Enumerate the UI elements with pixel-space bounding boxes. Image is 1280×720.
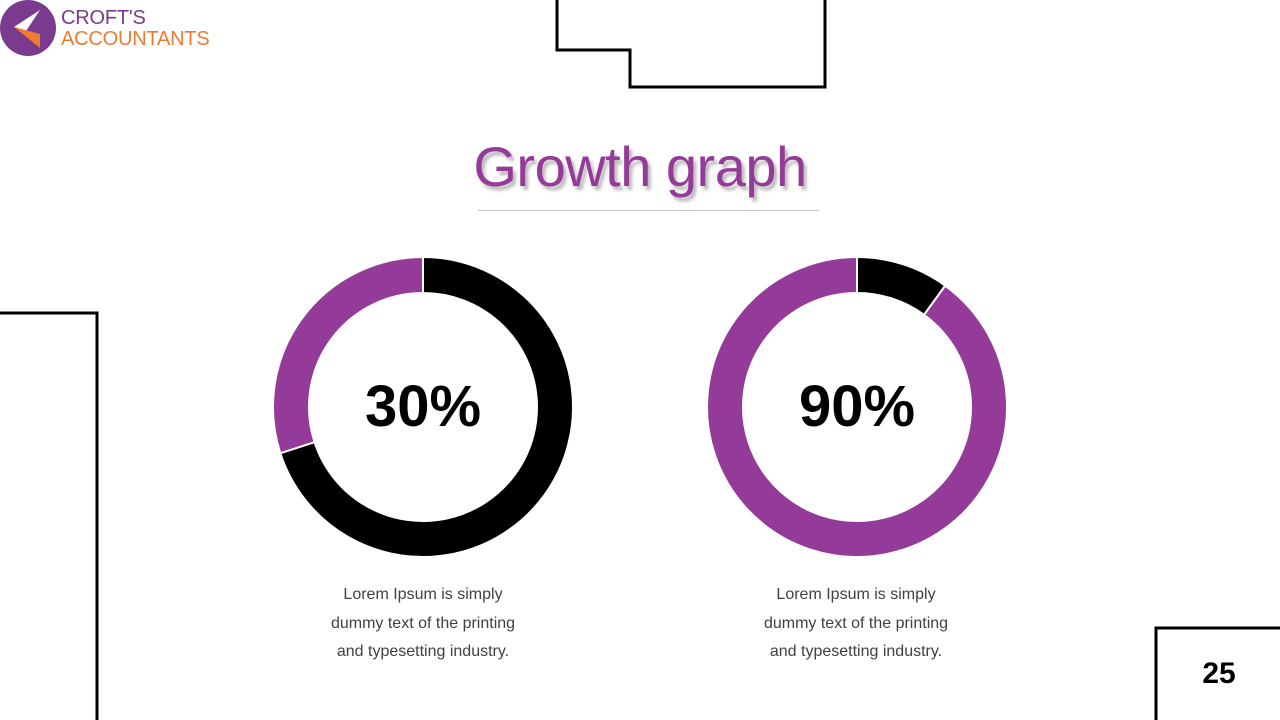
logo-text: CROFT'S ACCOUNTANTS bbox=[61, 8, 210, 50]
page-number: 25 bbox=[1202, 657, 1236, 690]
page-title: Growth graph bbox=[473, 135, 807, 198]
title-underline bbox=[478, 210, 819, 211]
description-line: dummy text of the printing bbox=[763, 614, 949, 632]
left-frame-line bbox=[0, 311, 99, 720]
bottom-right-frame-line bbox=[1154, 626, 1280, 720]
donut-chart-1-description: Lorem Ipsum is simply dummy text of the … bbox=[293, 581, 553, 667]
description-line: and typesetting industry. bbox=[769, 643, 943, 660]
description-line: Lorem Ipsum is simply bbox=[343, 586, 503, 603]
donut-chart-1-center-label: 30% bbox=[364, 374, 482, 439]
donut-chart-2-svg bbox=[706, 256, 1008, 558]
donut-chart-2: 90% bbox=[706, 256, 1008, 558]
donut-chart-1-svg bbox=[272, 256, 574, 558]
crofts-logo-icon bbox=[0, 0, 56, 56]
donut-slice-remaining bbox=[856, 256, 947, 317]
logo: CROFT'S ACCOUNTANTS bbox=[0, 0, 230, 60]
donut-chart-2-center-label: 90% bbox=[798, 374, 916, 439]
donut-slice-remaining bbox=[279, 256, 574, 558]
description-line: dummy text of the printing bbox=[330, 614, 516, 632]
logo-line-2: ACCOUNTANTS bbox=[61, 28, 210, 50]
description-line: Lorem Ipsum is simply bbox=[776, 586, 936, 603]
top-frame-line bbox=[555, 0, 827, 89]
donut-chart-2-description: Lorem Ipsum is simply dummy text of the … bbox=[726, 581, 986, 667]
donut-slice-growth bbox=[706, 256, 1008, 558]
description-line: and typesetting industry. bbox=[336, 643, 510, 660]
logo-line-1: CROFT'S bbox=[61, 7, 146, 29]
donut-chart-1: 30% bbox=[272, 256, 574, 558]
